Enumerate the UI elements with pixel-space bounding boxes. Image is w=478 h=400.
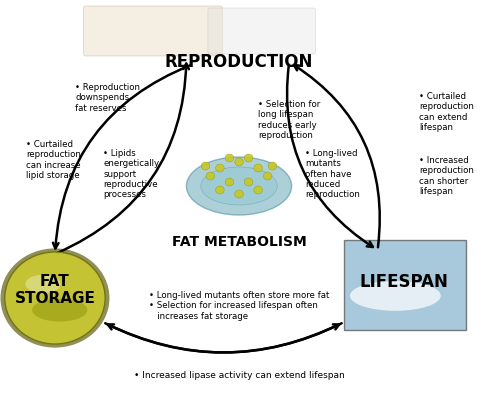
Text: • Curtailed
reproduction
can increase
lipid storage: • Curtailed reproduction can increase li…	[26, 140, 81, 180]
Text: • Long-lived
mutants
often have
reduced
reproduction: • Long-lived mutants often have reduced …	[305, 149, 359, 199]
FancyBboxPatch shape	[208, 8, 315, 54]
Text: • Lipids
energetically
support
reproductive
processes: • Lipids energetically support reproduct…	[103, 149, 160, 199]
Ellipse shape	[5, 252, 105, 344]
Ellipse shape	[235, 190, 243, 198]
Ellipse shape	[244, 154, 253, 162]
Ellipse shape	[268, 162, 277, 170]
Ellipse shape	[25, 275, 61, 293]
Ellipse shape	[201, 162, 210, 170]
Ellipse shape	[244, 178, 253, 186]
Text: • Long-lived mutants often store more fat
• Selection for increased lifespan oft: • Long-lived mutants often store more fa…	[149, 291, 329, 321]
Ellipse shape	[201, 167, 277, 205]
Text: FAT METABOLISM: FAT METABOLISM	[172, 235, 306, 249]
Ellipse shape	[186, 157, 292, 215]
Ellipse shape	[225, 154, 234, 162]
FancyBboxPatch shape	[344, 240, 466, 330]
Ellipse shape	[254, 186, 262, 194]
Text: • Selection for
long lifespan
reduces early
reproduction: • Selection for long lifespan reduces ea…	[258, 100, 320, 140]
Ellipse shape	[350, 281, 441, 311]
Ellipse shape	[254, 164, 262, 172]
Text: REPRODUCTION: REPRODUCTION	[165, 53, 313, 71]
Ellipse shape	[235, 158, 243, 166]
Text: • Reproduction
downspends
fat reserves: • Reproduction downspends fat reserves	[75, 83, 140, 113]
Text: • Increased
reproduction
can shorter
lifespan: • Increased reproduction can shorter lif…	[420, 156, 474, 196]
Text: LIFESPAN: LIFESPAN	[359, 273, 448, 291]
FancyBboxPatch shape	[84, 6, 222, 56]
Ellipse shape	[225, 178, 234, 186]
Text: • Curtailed
reproduction
can extend
lifespan: • Curtailed reproduction can extend life…	[420, 92, 474, 132]
Ellipse shape	[216, 186, 224, 194]
Text: • Increased lipase activity can extend lifespan: • Increased lipase activity can extend l…	[134, 371, 344, 380]
Text: FAT
STORAGE: FAT STORAGE	[14, 274, 96, 306]
Ellipse shape	[0, 248, 109, 348]
Ellipse shape	[216, 164, 224, 172]
Ellipse shape	[32, 298, 87, 322]
Ellipse shape	[263, 172, 272, 180]
Ellipse shape	[206, 172, 215, 180]
